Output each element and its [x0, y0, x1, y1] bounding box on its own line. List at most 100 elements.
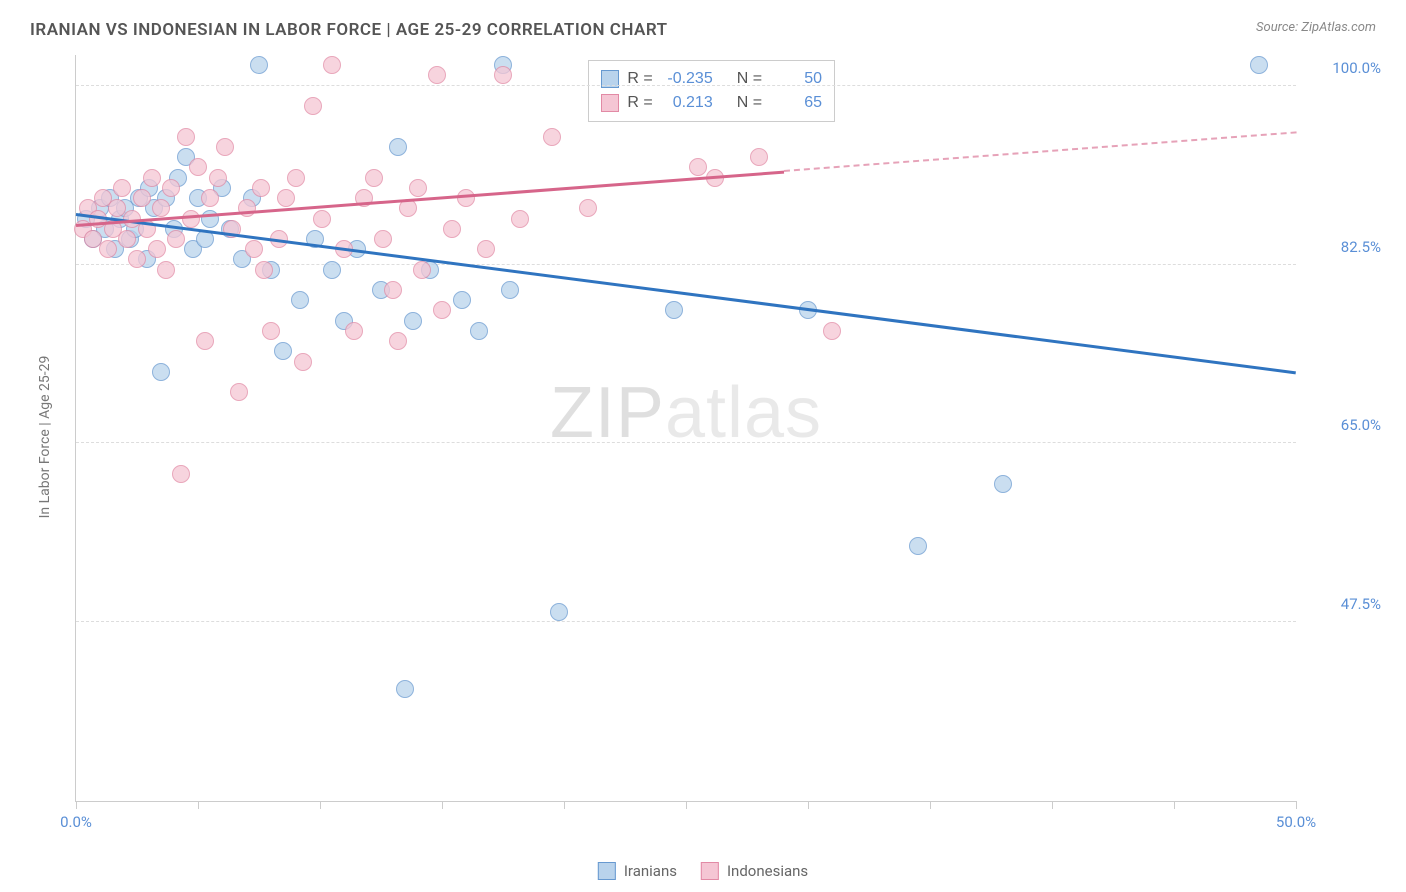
data-point: [404, 312, 422, 330]
data-point: [494, 66, 512, 84]
bottom-legend: Iranians Indonesians: [598, 862, 808, 880]
data-point: [689, 158, 707, 176]
data-point: [323, 261, 341, 279]
stats-legend: R = -0.235 N = 50 R = 0.213 N = 65: [588, 60, 835, 122]
legend-item-iranians: Iranians: [598, 862, 677, 880]
stats-row-iranians: R = -0.235 N = 50: [601, 67, 822, 91]
data-point: [477, 240, 495, 258]
data-point: [345, 322, 363, 340]
data-point: [152, 199, 170, 217]
x-tick-mark: [564, 801, 565, 809]
data-point: [550, 603, 568, 621]
data-point: [409, 179, 427, 197]
data-point: [262, 322, 280, 340]
chart-container: In Labor Force | Age 25-29 ZIPatlas R = …: [45, 55, 1386, 832]
data-point: [250, 56, 268, 74]
swatch-indonesians-icon: [701, 862, 719, 880]
data-point: [277, 189, 295, 207]
y-tick-label: 65.0%: [1301, 416, 1381, 434]
data-point: [118, 230, 136, 248]
x-tick-label: 0.0%: [60, 813, 92, 831]
data-point: [457, 189, 475, 207]
data-point: [389, 138, 407, 156]
data-point: [274, 342, 292, 360]
data-point: [470, 322, 488, 340]
x-tick-mark: [1052, 801, 1053, 809]
data-point: [128, 250, 146, 268]
x-tick-mark: [198, 801, 199, 809]
x-tick-mark: [930, 801, 931, 809]
data-point: [909, 537, 927, 555]
data-point: [399, 199, 417, 217]
data-point: [413, 261, 431, 279]
x-tick-mark: [76, 801, 77, 809]
data-point: [1250, 56, 1268, 74]
stats-row-indonesians: R = 0.213 N = 65: [601, 91, 822, 115]
x-tick-mark: [1174, 801, 1175, 809]
data-point: [313, 210, 331, 228]
data-point: [579, 199, 597, 217]
data-point: [255, 261, 273, 279]
source-attribution: Source: ZipAtlas.com: [1256, 20, 1376, 35]
data-point: [177, 128, 195, 146]
data-point: [428, 66, 446, 84]
plot-area: ZIPatlas R = -0.235 N = 50 R = 0.213 N =…: [75, 55, 1296, 802]
x-tick-mark: [320, 801, 321, 809]
data-point: [323, 56, 341, 74]
data-point: [252, 179, 270, 197]
x-tick-label: 50.0%: [1276, 813, 1316, 831]
data-point: [245, 240, 263, 258]
data-point: [501, 281, 519, 299]
gridline: [76, 442, 1296, 443]
data-point: [823, 322, 841, 340]
data-point: [196, 332, 214, 350]
data-point: [365, 169, 383, 187]
data-point: [384, 281, 402, 299]
data-point: [291, 291, 309, 309]
data-point: [113, 179, 131, 197]
legend-item-indonesians: Indonesians: [701, 862, 808, 880]
data-point: [230, 383, 248, 401]
data-point: [167, 230, 185, 248]
data-point: [453, 291, 471, 309]
gridline: [76, 621, 1296, 622]
data-point: [209, 169, 227, 187]
y-tick-label: 82.5%: [1301, 238, 1381, 256]
x-tick-mark: [808, 801, 809, 809]
x-tick-mark: [442, 801, 443, 809]
data-point: [238, 199, 256, 217]
y-axis-label: In Labor Force | Age 25-29: [37, 287, 53, 587]
data-point: [201, 189, 219, 207]
data-point: [157, 261, 175, 279]
data-point: [511, 210, 529, 228]
data-point: [133, 189, 151, 207]
gridline: [76, 85, 1296, 86]
data-point: [396, 680, 414, 698]
data-point: [143, 169, 161, 187]
chart-title: IRANIAN VS INDONESIAN IN LABOR FORCE | A…: [30, 20, 668, 40]
data-point: [172, 465, 190, 483]
data-point: [148, 240, 166, 258]
data-point: [189, 158, 207, 176]
data-point: [994, 475, 1012, 493]
x-tick-mark: [1296, 801, 1297, 809]
data-point: [287, 169, 305, 187]
x-tick-mark: [686, 801, 687, 809]
data-point: [665, 301, 683, 319]
data-point: [433, 301, 451, 319]
data-point: [443, 220, 461, 238]
y-tick-label: 100.0%: [1301, 59, 1381, 77]
data-point: [750, 148, 768, 166]
trend-line: [76, 213, 1296, 374]
data-point: [99, 240, 117, 258]
data-point: [216, 138, 234, 156]
data-point: [201, 210, 219, 228]
data-point: [374, 230, 392, 248]
data-point: [294, 353, 312, 371]
y-tick-label: 47.5%: [1301, 595, 1381, 613]
swatch-indonesians: [601, 94, 619, 112]
data-point: [543, 128, 561, 146]
data-point: [162, 179, 180, 197]
swatch-iranians-icon: [598, 862, 616, 880]
data-point: [152, 363, 170, 381]
